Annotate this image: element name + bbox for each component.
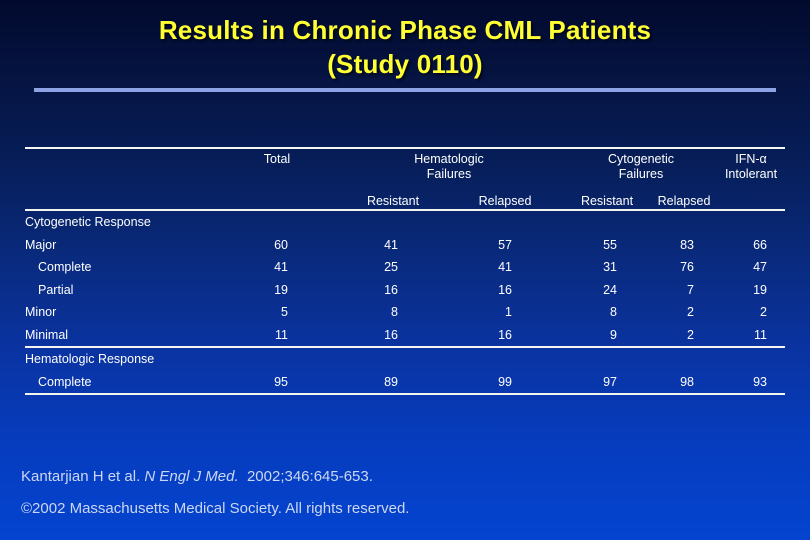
section-label: Hematologic Response [25,352,155,366]
column-header-ifn-intolerant: IFN-α Intolerant [725,152,777,181]
row-label: Partial [38,282,74,297]
row-label: Minor [25,305,57,319]
row-cytogenetic-response-section: Cytogenetic Response [25,211,785,234]
citation-suffix: 2002;346:645-653. [238,468,373,485]
column-header-hematologic-line1: Hematologic [414,152,484,166]
cell-hem-resistant: 16 [384,282,398,297]
cell-hem-relapsed: 1 [505,305,512,319]
cell-hem-relapsed: 41 [498,260,512,274]
cell-total: 11 [275,327,288,342]
column-header-hematologic-line2: Failures [426,166,472,181]
citation-prefix: Kantarjian H et al. [21,468,145,485]
cell-cyto-resistant: 9 [610,327,617,342]
table-header: Total Hematologic Failures Cytogenetic F… [25,149,785,209]
cell-total: 95 [274,374,288,389]
row-label: Complete [38,374,92,389]
column-header-hematologic-failures: Hematologic Failures [414,152,483,181]
row-label: Major [25,237,57,252]
section-label: Cytogenetic Response [25,215,151,229]
cell-cyto-relapsed: 2 [687,305,694,319]
cell-hem-resistant: 89 [384,374,398,389]
cell-ifn-intolerant: 19 [753,282,767,297]
cell-hem-relapsed: 16 [498,282,512,297]
cell-hem-resistant: 16 [384,327,398,342]
table-section-rule [25,346,785,348]
row-major: Major 60 41 57 55 83 66 [25,234,785,257]
column-header-ifn-line1: IFN-α [735,152,767,166]
cell-hem-resistant: 8 [391,305,398,319]
cell-cyto-relapsed: 2 [687,327,694,342]
copyright-line: ©2002 Massachusetts Medical Society. All… [21,500,410,517]
cell-cyto-resistant: 31 [603,260,617,274]
cell-hem-resistant: 41 [384,237,398,252]
cell-cyto-resistant: 8 [610,305,617,319]
cell-ifn-intolerant: 2 [760,305,767,319]
cell-cyto-relapsed: 7 [687,282,694,297]
subcolumn-header-cytogenetic-relapsed: Relapsed [657,194,711,208]
row-minor: Minor 5 8 1 8 2 2 [25,301,785,324]
table-bottom-rule [25,393,785,395]
cell-hem-relapsed: 16 [498,327,512,342]
table-header-rule [25,209,785,211]
title-line-1: Results in Chronic Phase CML Patients [158,15,652,45]
cell-hem-relapsed: 57 [498,237,512,252]
row-partial: Partial 19 16 16 24 7 19 [25,279,785,302]
citation-line: Kantarjian H et al. N Engl J Med. 2002;3… [21,468,373,485]
cell-hem-resistant: 25 [384,260,398,274]
column-header-cytogenetic-line2: Failures [618,166,664,181]
cell-cyto-resistant: 24 [603,282,617,297]
table-top-rule [25,147,785,149]
citation-journal: N Engl J Med. [144,468,239,485]
cell-cyto-relapsed: 98 [680,374,694,389]
column-header-ifn-line2: Intolerant [724,166,778,181]
cell-cyto-resistant: 55 [603,237,617,252]
column-header-total: Total [263,152,291,166]
subcolumn-header-hematologic-resistant: Resistant [366,194,420,208]
subcolumn-header-cytogenetic-resistant: Resistant [580,194,634,208]
cell-total: 60 [274,237,288,252]
cell-total: 41 [274,260,288,274]
results-table: Total Hematologic Failures Cytogenetic F… [25,147,785,395]
cell-ifn-intolerant: 66 [753,237,767,252]
row-label: Minimal [25,327,69,342]
page-title: Results in Chronic Phase CML Patients (S… [0,13,810,81]
cell-ifn-intolerant: 11 [754,327,767,342]
title-line-2: (Study 0110) [327,49,483,79]
row-minimal: Minimal 11 16 16 9 2 11 [25,324,785,347]
cell-ifn-intolerant: 93 [753,374,767,389]
column-header-cytogenetic-failures: Cytogenetic Failures [608,152,674,181]
row-complete-hematologic: Complete 95 89 99 97 98 93 [25,371,785,394]
cell-total: 19 [274,282,288,297]
cell-ifn-intolerant: 47 [753,260,767,274]
subcolumn-header-hematologic-relapsed: Relapsed [478,194,532,208]
cell-cyto-relapsed: 76 [680,260,694,274]
cell-cyto-relapsed: 83 [680,237,694,252]
row-complete-cytogenetic: Complete 41 25 41 31 76 47 [25,256,785,279]
cell-total: 5 [281,305,288,319]
cell-hem-relapsed: 99 [498,374,512,389]
title-underline [34,88,776,92]
cell-cyto-resistant: 97 [603,374,617,389]
row-label: Complete [38,260,92,274]
column-header-cytogenetic-line1: Cytogenetic [607,152,675,166]
row-hematologic-response-section: Hematologic Response [25,348,785,371]
